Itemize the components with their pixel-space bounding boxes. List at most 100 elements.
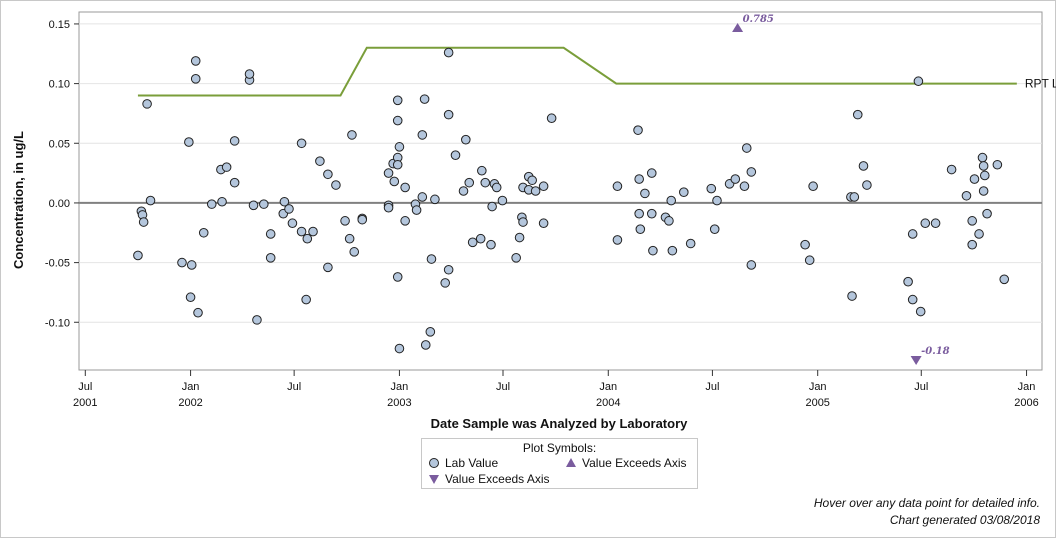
- lab-value-point: [746, 167, 757, 177]
- legend-item-label: Value Exceeds Axis: [582, 456, 687, 470]
- lab-value-point: [419, 94, 430, 104]
- x-tick-label: Jul: [705, 381, 719, 393]
- lab-value-point: [635, 224, 646, 234]
- lab-value-point: [530, 186, 541, 196]
- legend-title: Plot Symbols:: [522, 441, 597, 455]
- lab-value-point: [190, 56, 201, 66]
- lab-value-point: [265, 253, 276, 263]
- lab-value-point: [538, 181, 549, 192]
- lab-value-point: [417, 192, 428, 202]
- lab-value-point: [206, 199, 217, 209]
- lab-value-point: [308, 226, 318, 237]
- x-axis-title: Date Sample was Analyzed by Laboratory: [431, 416, 688, 431]
- exceeds-axis-down-marker: [910, 356, 922, 365]
- lab-value-point: [977, 152, 988, 163]
- x-tick-label: Jan: [599, 381, 617, 393]
- lab-value-point: [634, 208, 644, 219]
- lab-value-point: [477, 165, 487, 176]
- exceeds-axis-value-label: -0.18: [921, 346, 950, 357]
- lab-value-point: [858, 161, 869, 171]
- lab-value-point: [464, 177, 475, 188]
- lab-value-point: [612, 235, 623, 245]
- lab-value-point: [808, 181, 818, 192]
- legend: Plot Symbols: Lab Value Value Exceeds Ax…: [421, 438, 698, 489]
- x-tick-label: Jul: [914, 381, 928, 393]
- lab-value-point: [847, 291, 857, 301]
- x-tick-label: Jan: [809, 381, 827, 393]
- lab-value-point: [392, 95, 403, 106]
- lab-value-point: [982, 208, 992, 219]
- lab-value-point: [967, 239, 977, 250]
- lab-value-point: [633, 125, 643, 135]
- lab-value-point: [667, 245, 678, 256]
- x-tick-label: Jan: [391, 381, 409, 393]
- lab-value-point: [961, 190, 972, 201]
- lab-value-point: [400, 182, 410, 193]
- lab-value-point: [634, 174, 644, 184]
- y-tick-label: 0.10: [49, 79, 70, 91]
- lab-value-point: [229, 177, 240, 188]
- hover-note: Hover over any data point for detailed i…: [813, 496, 1040, 510]
- lab-value-point: [296, 226, 307, 237]
- lab-value-point: [804, 255, 815, 266]
- lab-value-point: [186, 260, 197, 270]
- lab-value-point: [685, 238, 696, 249]
- lab-value-point: [301, 294, 311, 305]
- lab-value-point: [389, 176, 400, 187]
- lab-value-point: [430, 194, 440, 205]
- lab-value-point: [344, 233, 355, 244]
- plot-area: [78, 11, 1043, 371]
- lab-value-point: [392, 272, 403, 282]
- x-tick-year-label: 2004: [596, 397, 620, 409]
- lab-value-point: [394, 343, 405, 354]
- lab-value-point: [265, 229, 276, 239]
- lab-value-point: [930, 218, 941, 229]
- x-tick-label: Jan: [182, 381, 200, 393]
- lab-value-point: [450, 150, 461, 160]
- x-tick-label: Jul: [287, 381, 301, 393]
- lab-value-point: [511, 253, 521, 263]
- lab-value-point: [974, 229, 984, 239]
- lab-value-point: [612, 181, 623, 192]
- lab-value-point: [915, 306, 926, 317]
- lab-value-point: [133, 250, 143, 261]
- x-tick-label: Jul: [78, 381, 92, 393]
- lab-value-point: [849, 192, 860, 202]
- lab-value-point: [417, 130, 428, 140]
- lab-value-point: [978, 161, 989, 171]
- lab-value-point: [357, 214, 368, 225]
- lab-value-point: [392, 115, 403, 126]
- lab-value-point: [946, 164, 957, 175]
- legend-item-lab-value: Lab Value: [428, 456, 498, 470]
- lab-value-point: [646, 168, 657, 178]
- lab-value-point: [315, 156, 325, 166]
- lab-value-point: [392, 159, 403, 170]
- lab-value-point: [862, 180, 872, 190]
- legend-item-exceeds-down: Value Exceeds Axis: [428, 472, 550, 486]
- lab-value-point: [252, 315, 262, 325]
- lab-value-point: [383, 168, 394, 178]
- lab-value-point: [420, 340, 431, 350]
- circle-marker-icon: [429, 458, 439, 468]
- lab-value-point: [648, 245, 658, 256]
- lab-value-point: [486, 239, 496, 250]
- lab-value-point: [229, 136, 240, 146]
- lab-value-point: [142, 99, 152, 109]
- lab-value-point: [190, 74, 201, 84]
- lab-value-point: [259, 199, 269, 209]
- lab-value-point: [383, 202, 394, 213]
- lab-value-point: [679, 187, 689, 197]
- lab-value-point: [527, 175, 537, 186]
- lab-value-point: [913, 76, 924, 87]
- lab-value-point: [730, 174, 741, 184]
- lab-value-point: [999, 274, 1010, 285]
- lab-value-point: [907, 294, 918, 305]
- lab-value-point: [443, 109, 454, 120]
- lab-value-point: [487, 201, 497, 212]
- lab-value-point: [440, 278, 451, 288]
- exceeds-axis-value-label: 0.785: [743, 14, 774, 25]
- y-tick-label: -0.05: [45, 258, 70, 270]
- lab-value-point: [518, 217, 528, 227]
- lab-value-point: [394, 142, 405, 152]
